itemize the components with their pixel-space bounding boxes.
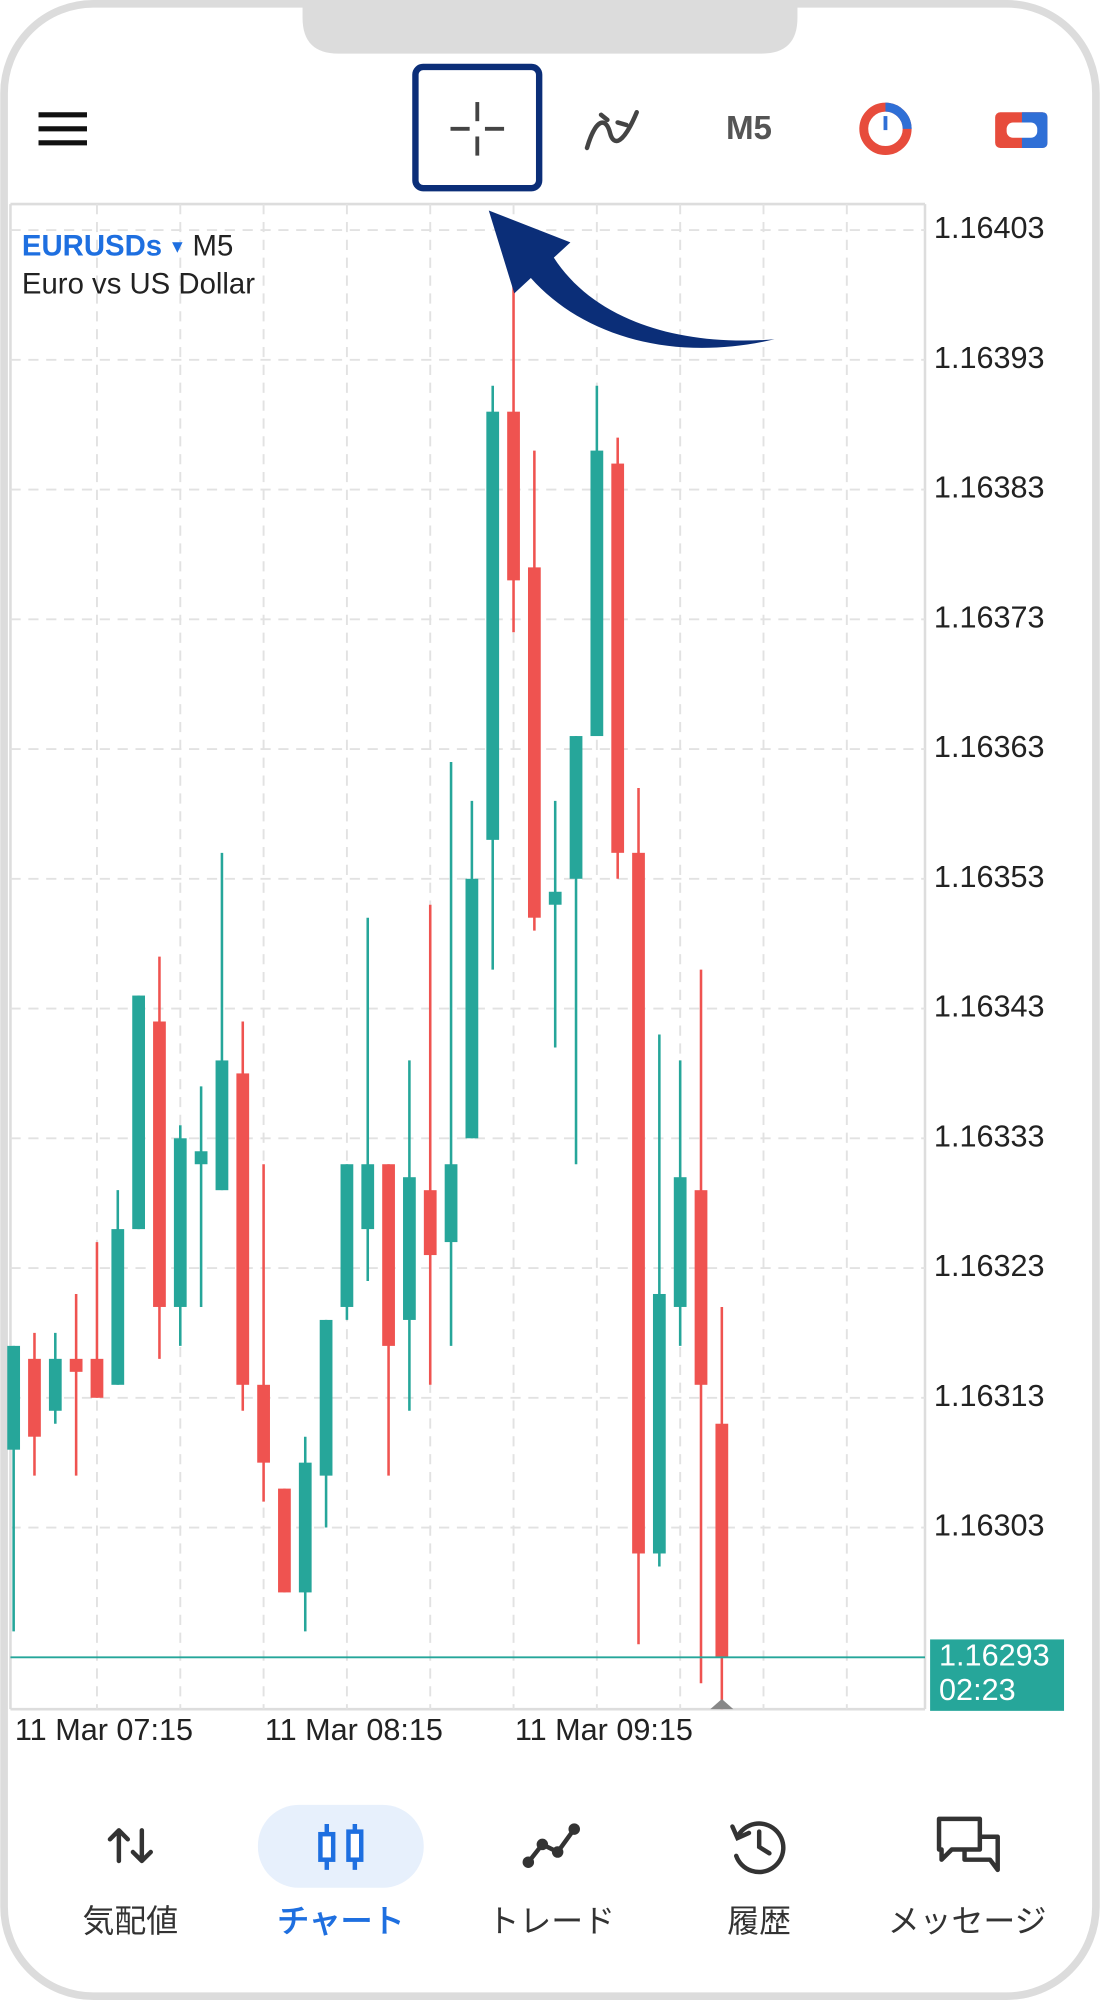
crosshair-button[interactable] bbox=[450, 102, 505, 156]
y-tick-label: 1.16313 bbox=[934, 1379, 1045, 1413]
nav-trade[interactable]: トレード bbox=[488, 1823, 616, 1939]
symbol-description: Euro vs US Dollar bbox=[22, 267, 255, 300]
candle-body bbox=[632, 852, 645, 1554]
y-tick-label: 1.16303 bbox=[934, 1509, 1045, 1543]
candle-body bbox=[132, 995, 145, 1230]
candle-body bbox=[673, 1177, 687, 1307]
last-price-label: 1.16293 bbox=[939, 1638, 1050, 1672]
candle-body bbox=[153, 1021, 166, 1307]
candle-body bbox=[527, 567, 541, 918]
candle-body bbox=[319, 1319, 333, 1476]
chart-overlay: EURUSDs ▼ M5 Euro vs US Dollar bbox=[22, 210, 775, 348]
y-tick-label: 1.16403 bbox=[934, 211, 1045, 245]
color-button[interactable] bbox=[995, 112, 1048, 148]
candle-body bbox=[423, 1190, 437, 1256]
candle-body bbox=[278, 1488, 291, 1593]
candle-body bbox=[507, 411, 520, 581]
symbol-dropdown[interactable]: ▼ bbox=[168, 236, 186, 256]
indicator-button[interactable] bbox=[584, 110, 639, 151]
candle-body bbox=[90, 1358, 104, 1398]
candle-body bbox=[257, 1384, 270, 1463]
candle-body bbox=[569, 736, 583, 879]
nav-history[interactable]: 履歴 bbox=[727, 1821, 791, 1939]
candle-body bbox=[215, 1060, 229, 1191]
x-tick-label: 11 Mar 08:15 bbox=[265, 1713, 443, 1747]
candle-body bbox=[548, 891, 562, 905]
nav-label[interactable]: 履歴 bbox=[727, 1903, 791, 1939]
candle-body bbox=[173, 1138, 187, 1307]
last-bar-marker bbox=[710, 1698, 734, 1710]
candle-body bbox=[590, 450, 604, 737]
candle-body bbox=[694, 1190, 708, 1385]
candle-body bbox=[361, 1164, 375, 1230]
candle-body bbox=[194, 1151, 208, 1165]
y-tick-label: 1.16323 bbox=[934, 1249, 1045, 1283]
nav-quotes[interactable]: 気配値 bbox=[83, 1828, 179, 1939]
menu-button[interactable] bbox=[38, 112, 87, 146]
y-tick-label: 1.16363 bbox=[934, 730, 1045, 764]
candle-body bbox=[382, 1164, 395, 1346]
x-tick-label: 11 Mar 07:15 bbox=[15, 1713, 193, 1747]
candle-body bbox=[236, 1073, 250, 1385]
candle-body bbox=[48, 1358, 62, 1411]
candle-body bbox=[28, 1358, 41, 1437]
candle-body bbox=[69, 1358, 83, 1372]
highlight-box bbox=[412, 63, 543, 192]
nav-label[interactable]: メッセージ bbox=[888, 1903, 1047, 1939]
nav-label[interactable]: チャート bbox=[277, 1903, 404, 1939]
candle-body bbox=[403, 1177, 416, 1320]
last-price-box bbox=[930, 1639, 1065, 1711]
y-tick-label: 1.16353 bbox=[934, 860, 1045, 894]
y-tick-label: 1.16333 bbox=[934, 1119, 1045, 1153]
nav-chart[interactable]: チャート bbox=[277, 1823, 404, 1939]
nav-label[interactable]: 気配値 bbox=[83, 1903, 179, 1939]
chart-area: 1.16303 1.16313 1.16323 1.16333 1.16343 1.163… bbox=[7, 202, 1065, 1747]
candle-body bbox=[715, 1423, 729, 1658]
candle-body bbox=[465, 878, 479, 1139]
nav-label[interactable]: トレード bbox=[488, 1903, 616, 1939]
candle-body bbox=[652, 1293, 666, 1554]
y-tick-label: 1.16383 bbox=[934, 471, 1045, 505]
notch bbox=[302, 0, 798, 54]
candle-body bbox=[340, 1164, 354, 1307]
candle-body bbox=[486, 411, 500, 840]
candle-body bbox=[298, 1462, 312, 1593]
candle-body bbox=[7, 1345, 21, 1450]
y-tick-label: 1.16393 bbox=[934, 341, 1045, 375]
clock-button[interactable] bbox=[859, 102, 912, 155]
bar-countdown: 02:23 bbox=[939, 1673, 1016, 1707]
y-tick-label: 1.16343 bbox=[934, 990, 1045, 1024]
nav-active-pill bbox=[257, 1804, 424, 1888]
symbol[interactable]: EURUSDs bbox=[22, 229, 162, 262]
nav-messages[interactable]: メッセージ bbox=[888, 1816, 1047, 1939]
chart-header: EURUSDs ▼ M5 bbox=[22, 229, 233, 262]
chart-timeframe: M5 bbox=[193, 229, 234, 262]
y-tick-label: 1.16373 bbox=[934, 600, 1045, 634]
candle-body bbox=[611, 463, 625, 853]
pointer-arrow bbox=[488, 210, 775, 348]
x-tick-label: 11 Mar 09:15 bbox=[515, 1713, 693, 1747]
candle-body bbox=[111, 1229, 125, 1385]
candle-body bbox=[444, 1164, 458, 1243]
timeframe-button[interactable]: M5 bbox=[726, 110, 772, 147]
